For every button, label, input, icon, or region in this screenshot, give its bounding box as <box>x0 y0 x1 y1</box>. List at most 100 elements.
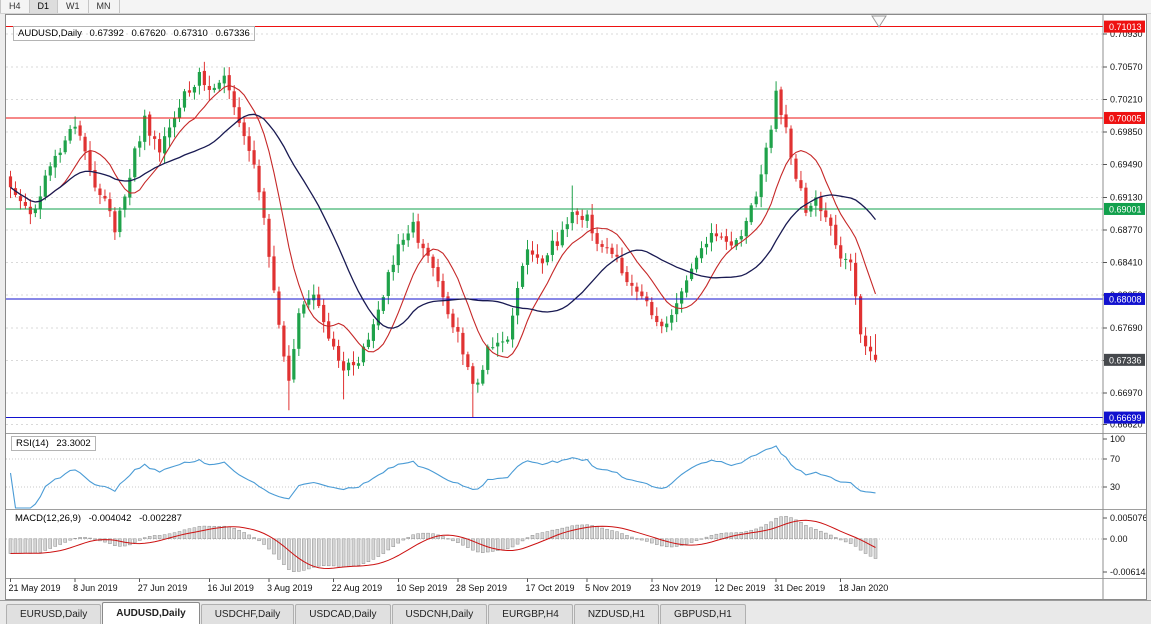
tab-nzdusd-h1[interactable]: NZDUSD,H1 <box>573 604 660 624</box>
candle-body <box>28 206 32 215</box>
candle-body <box>829 217 833 226</box>
tab-audusd-daily[interactable]: AUDUSD,Daily <box>102 602 200 624</box>
candle-body <box>252 150 256 165</box>
macd-histogram-bar <box>451 538 455 542</box>
candle-body <box>217 82 221 89</box>
candle-body <box>163 136 167 154</box>
tab-gbpusd-h1[interactable]: GBPUSD,H1 <box>660 604 746 624</box>
candle-body <box>337 345 341 361</box>
macd-histogram-bar <box>346 538 351 567</box>
candle-body <box>406 233 410 241</box>
candle-body <box>416 221 420 243</box>
candle-body <box>456 327 460 332</box>
macd-histogram-bar <box>630 536 634 540</box>
candle-body <box>341 361 346 371</box>
candle-body <box>257 165 261 193</box>
candle-body <box>620 257 624 274</box>
candle-body <box>844 258 848 260</box>
candle-body <box>501 341 505 343</box>
candle-body <box>23 201 27 206</box>
macd-histogram-bar <box>28 538 33 554</box>
period-button-mn[interactable]: MN <box>89 0 120 13</box>
candle-body <box>317 294 321 307</box>
ohlc-close: 0.67336 <box>215 28 250 39</box>
tab-eurusd-daily[interactable]: EURUSD,Daily <box>6 604 102 624</box>
macd-histogram-bar <box>18 538 23 554</box>
macd-histogram-bar <box>33 538 38 554</box>
macd-histogram-bar <box>824 532 828 540</box>
macd-histogram-bar <box>485 538 490 553</box>
period-button-h4[interactable]: H4 <box>0 0 30 13</box>
macd-histogram-bar <box>242 532 246 540</box>
candle-body <box>212 87 216 91</box>
macd-histogram-bar <box>93 538 97 540</box>
candle-body <box>769 129 773 148</box>
candle-body <box>496 342 500 347</box>
candle-body <box>699 248 704 259</box>
candle-body <box>302 304 306 314</box>
x-axis-date-label: 31 Dec 2019 <box>774 583 825 593</box>
macd-histogram-bar <box>804 525 808 540</box>
macd-histogram-bar <box>406 537 410 540</box>
macd-histogram-bar <box>396 538 401 544</box>
candle-body <box>819 197 823 212</box>
y-axis-price-label: 0.66970 <box>1110 388 1143 398</box>
tab-usdchf-daily[interactable]: USDCHF,Daily <box>200 604 295 624</box>
candle-body <box>515 288 520 316</box>
macd-histogram-bar <box>267 538 271 550</box>
period-button-w1[interactable]: W1 <box>58 0 89 13</box>
macd-histogram-bar <box>331 538 336 567</box>
candle-body <box>391 264 395 273</box>
candle-body <box>560 229 564 246</box>
candle-body <box>366 339 371 348</box>
candle-body <box>859 296 863 335</box>
candle-body <box>307 299 311 305</box>
x-axis-date-label: 28 Sep 2019 <box>456 583 507 593</box>
macd-histogram-bar <box>401 538 405 541</box>
macd-histogram-bar <box>13 538 18 554</box>
period-button-d1[interactable]: D1 <box>29 0 59 13</box>
candle-body <box>545 255 549 263</box>
x-axis-date-label: 12 Dec 2019 <box>714 583 765 593</box>
macd-histogram-bar <box>152 535 157 540</box>
candle-body <box>381 297 385 311</box>
candle-body <box>113 211 117 233</box>
macd-histogram-bar <box>500 538 505 550</box>
macd-histogram-bar <box>620 533 624 540</box>
macd-histogram-bar <box>217 526 222 540</box>
candle-body <box>153 136 157 139</box>
tab-usdcnh-daily[interactable]: USDCNH,Daily <box>391 604 488 624</box>
candle-body <box>670 314 674 323</box>
chart-canvas[interactable]: 0.70930 0.70570 0.70210 0.69850 0.69490 0.691… <box>6 15 1146 599</box>
chart-plot-area[interactable] <box>6 15 1103 434</box>
macd-histogram-bar <box>794 519 798 540</box>
candle-body <box>202 70 206 86</box>
candle-body <box>749 205 753 223</box>
x-axis-date-label: 10 Sep 2019 <box>396 583 447 593</box>
macd-histogram-bar <box>326 538 331 567</box>
macd-histogram-bar <box>645 538 649 542</box>
x-axis-date-label: 27 Jun 2019 <box>138 583 188 593</box>
macd-histogram-bar <box>744 531 749 540</box>
candle-body <box>799 180 803 189</box>
macd-histogram-bar <box>590 525 594 540</box>
candle-body <box>242 122 246 137</box>
candle-body <box>232 91 236 108</box>
macd-histogram-bar <box>650 538 654 544</box>
candle-body <box>396 244 400 266</box>
macd-histogram-bar <box>833 537 838 540</box>
macd-histogram-bar <box>595 526 599 540</box>
candle-body <box>128 177 132 198</box>
tab-eurgbp-h4[interactable]: EURGBP,H4 <box>488 604 573 624</box>
macd-histogram-bar <box>58 538 62 545</box>
y-axis-price-label: 0.67690 <box>1110 323 1143 333</box>
candle-body <box>585 214 589 221</box>
tab-usdcad-daily[interactable]: USDCAD,Daily <box>295 604 391 624</box>
candle-body <box>739 236 743 240</box>
ohlc-open: 0.67392 <box>89 28 124 39</box>
candle-body <box>471 366 475 384</box>
macd-histogram-bar <box>277 538 281 560</box>
ma-slow-line <box>10 113 877 329</box>
candle-body <box>824 210 828 218</box>
macd-histogram-bar <box>724 532 729 540</box>
